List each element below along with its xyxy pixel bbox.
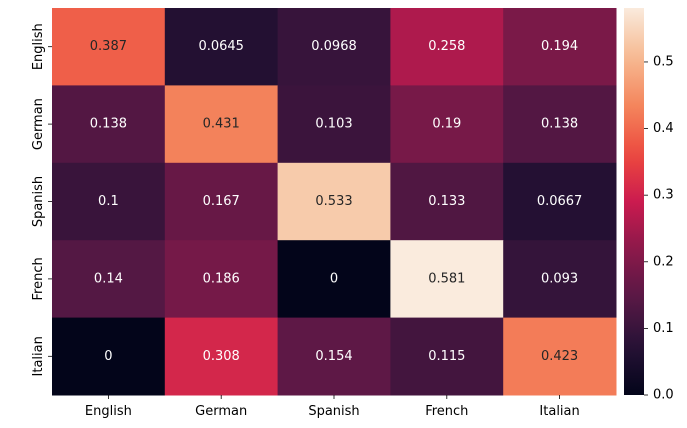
heatmap-cells: 0.387 0.0645 0.0968 0.258 0.194 0.138 0.431 0.1… xyxy=(52,8,617,396)
cell-value-label: 0.103 xyxy=(315,117,352,132)
cell-value-label: 0.138 xyxy=(541,117,578,132)
colorbar xyxy=(624,8,644,395)
cell-value-label: 0.431 xyxy=(203,117,240,132)
colorbar-tick-label: 0.1 xyxy=(653,321,674,336)
heatmap-cell xyxy=(164,162,279,241)
heatmap-cell xyxy=(503,85,617,164)
heatmap-cell xyxy=(164,85,279,164)
y-tick-label: German xyxy=(31,98,46,150)
cell-value-label: 0.138 xyxy=(90,117,127,132)
heatmap-cell xyxy=(164,8,279,86)
y-tick-label: Italian xyxy=(31,336,46,376)
x-tick-label: Italian xyxy=(539,404,579,419)
cell-value-label: 0.423 xyxy=(541,349,578,364)
cell-value-label: 0.19 xyxy=(432,117,461,132)
heatmap-cell xyxy=(164,317,279,396)
cell-value-label: 0.308 xyxy=(203,349,240,364)
x-tick-label: English xyxy=(85,404,132,419)
x-axis: English German Spanish French Italian xyxy=(85,395,580,419)
cell-value-label: 0.387 xyxy=(90,39,127,54)
y-tick-label: French xyxy=(31,257,46,300)
heatmap-cell xyxy=(390,8,504,86)
heatmap-cell xyxy=(503,240,617,319)
colorbar-ticks: 0.0 0.1 0.2 0.3 0.4 0.5 xyxy=(644,54,674,403)
cell-value-label: 0 xyxy=(104,349,112,364)
heatmap-cell xyxy=(277,8,391,86)
cell-value-label: 0.115 xyxy=(428,349,465,364)
y-tick-label: Spanish xyxy=(31,176,46,227)
heatmap-cell xyxy=(503,162,617,241)
heatmap-cell xyxy=(52,85,166,164)
heatmap-cell xyxy=(503,8,617,86)
cell-value-label: 0.0667 xyxy=(537,194,583,209)
heatmap-cell xyxy=(52,8,166,86)
heatmap-cell xyxy=(277,162,391,241)
cell-value-label: 0.0645 xyxy=(198,39,244,54)
y-axis: English German Spanish French Italian xyxy=(31,23,52,376)
x-tick-label: Spanish xyxy=(308,404,359,419)
heatmap-cell xyxy=(390,162,504,241)
heatmap-cell xyxy=(390,240,504,319)
cell-value-label: 0.194 xyxy=(541,39,578,54)
colorbar-tick-label: 0.4 xyxy=(653,121,674,136)
x-tick-label: French xyxy=(425,404,468,419)
heatmap-cell xyxy=(277,317,391,396)
heatmap-cell xyxy=(390,85,504,164)
y-tick-label: English xyxy=(31,23,46,70)
cell-value-label: 0.533 xyxy=(315,194,352,209)
cell-value-label: 0.258 xyxy=(428,39,465,54)
colorbar-tick-label: 0.5 xyxy=(653,54,674,69)
cell-value-label: 0.14 xyxy=(94,271,123,286)
heatmap-cell xyxy=(277,240,391,319)
cell-value-label: 0.093 xyxy=(541,271,578,286)
heatmap-cell xyxy=(277,85,391,164)
cell-value-label: 0.133 xyxy=(428,194,465,209)
cell-value-label: 0.1 xyxy=(98,194,119,209)
cell-value-label: 0.154 xyxy=(315,349,352,364)
x-tick-label: German xyxy=(195,404,247,419)
cell-value-label: 0.0968 xyxy=(311,39,357,54)
cell-value-label: 0.581 xyxy=(428,271,465,286)
cell-value-label: 0.167 xyxy=(203,194,240,209)
colorbar-tick-label: 0.2 xyxy=(653,254,674,269)
heatmap-cell xyxy=(52,162,166,241)
colorbar-tick-label: 0.0 xyxy=(653,388,674,403)
heatmap-cell xyxy=(503,317,617,396)
heatmap-cell xyxy=(52,317,166,396)
cell-value-label: 0.186 xyxy=(203,271,240,286)
cell-value-label: 0 xyxy=(330,271,338,286)
heatmap-cell xyxy=(390,317,504,396)
heatmap-cell xyxy=(164,240,279,319)
colorbar-tick-label: 0.3 xyxy=(653,188,674,203)
heatmap-cell xyxy=(52,240,166,319)
